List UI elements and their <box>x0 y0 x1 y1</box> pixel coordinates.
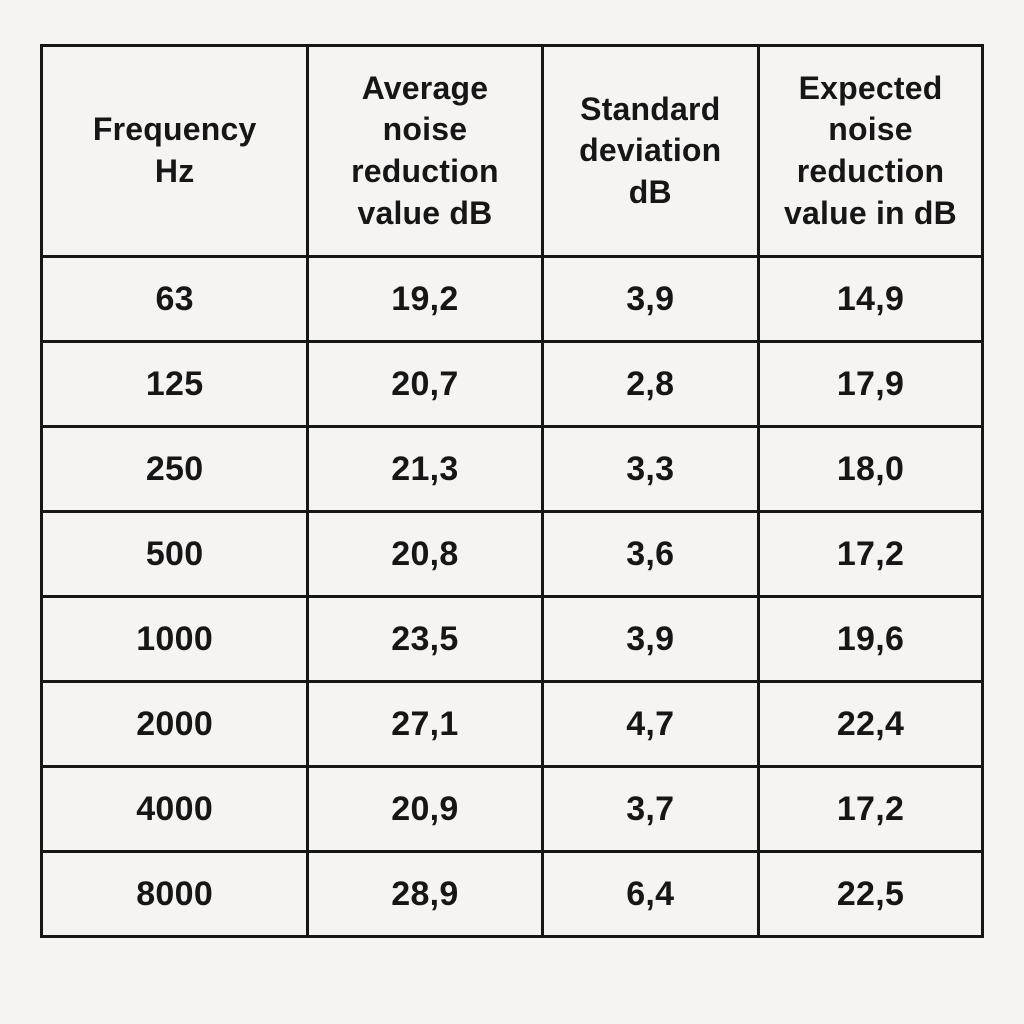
cell-stddev: 3,9 <box>540 595 761 683</box>
cell-frequency: 500 <box>39 510 310 598</box>
cell-expected: 22,5 <box>757 850 984 938</box>
table-row: 500 20,8 3,6 17,2 <box>39 510 984 598</box>
header-average-noise-reduction: Average noise reduction value dB <box>306 44 544 258</box>
cell-expected: 17,9 <box>757 340 984 428</box>
table-header: Frequency Hz Average noise reduction val… <box>39 44 984 258</box>
noise-reduction-table: Frequency Hz Average noise reduction val… <box>39 44 984 938</box>
header-row: Frequency Hz Average noise reduction val… <box>39 44 984 258</box>
cell-stddev: 3,9 <box>540 255 761 343</box>
cell-stddev: 4,7 <box>540 680 761 768</box>
cell-frequency: 1000 <box>39 595 310 683</box>
cell-average: 21,3 <box>306 425 544 513</box>
cell-expected: 14,9 <box>757 255 984 343</box>
header-frequency: Frequency Hz <box>39 44 310 258</box>
cell-average: 28,9 <box>306 850 544 938</box>
cell-frequency: 250 <box>39 425 310 513</box>
cell-expected: 17,2 <box>757 510 984 598</box>
table-body: 63 19,2 3,9 14,9 125 20,7 2,8 17,9 250 2… <box>39 255 984 938</box>
table-row: 4000 20,9 3,7 17,2 <box>39 765 984 853</box>
cell-expected: 18,0 <box>757 425 984 513</box>
table-row: 250 21,3 3,3 18,0 <box>39 425 984 513</box>
cell-stddev: 3,3 <box>540 425 761 513</box>
cell-frequency: 125 <box>39 340 310 428</box>
table-row: 8000 28,9 6,4 22,5 <box>39 850 984 938</box>
cell-average: 27,1 <box>306 680 544 768</box>
cell-stddev: 2,8 <box>540 340 761 428</box>
cell-expected: 22,4 <box>757 680 984 768</box>
cell-average: 20,8 <box>306 510 544 598</box>
cell-stddev: 3,6 <box>540 510 761 598</box>
cell-average: 20,7 <box>306 340 544 428</box>
cell-expected: 19,6 <box>757 595 984 683</box>
cell-frequency: 63 <box>39 255 310 343</box>
cell-frequency: 4000 <box>39 765 310 853</box>
cell-stddev: 3,7 <box>540 765 761 853</box>
cell-frequency: 8000 <box>39 850 310 938</box>
noise-reduction-table-container: Frequency Hz Average noise reduction val… <box>39 44 984 938</box>
header-expected-noise-reduction: Expected noise reduction value in dB <box>757 44 984 258</box>
table-row: 1000 23,5 3,9 19,6 <box>39 595 984 683</box>
table-row: 125 20,7 2,8 17,9 <box>39 340 984 428</box>
cell-expected: 17,2 <box>757 765 984 853</box>
table-row: 63 19,2 3,9 14,9 <box>39 255 984 343</box>
cell-average: 23,5 <box>306 595 544 683</box>
table-row: 2000 27,1 4,7 22,4 <box>39 680 984 768</box>
cell-average: 19,2 <box>306 255 544 343</box>
header-standard-deviation: Standard deviation dB <box>540 44 761 258</box>
cell-average: 20,9 <box>306 765 544 853</box>
cell-frequency: 2000 <box>39 680 310 768</box>
cell-stddev: 6,4 <box>540 850 761 938</box>
